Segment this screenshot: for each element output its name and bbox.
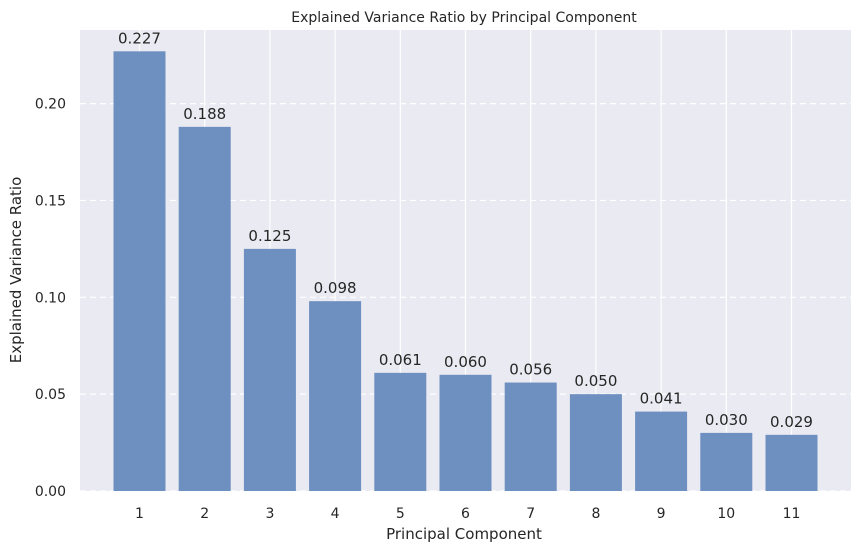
x-tick-label: 11 bbox=[783, 506, 801, 522]
bar-3 bbox=[243, 248, 296, 491]
x-tick-label: 10 bbox=[717, 506, 735, 522]
data-label: 0.188 bbox=[183, 105, 226, 123]
bar-1 bbox=[113, 51, 166, 491]
y-tick-label: 0.10 bbox=[35, 290, 66, 306]
bar-7 bbox=[504, 382, 557, 491]
data-label: 0.029 bbox=[770, 413, 813, 431]
data-label: 0.030 bbox=[705, 411, 748, 429]
bar-2 bbox=[178, 126, 231, 491]
x-tick-label: 5 bbox=[396, 506, 405, 522]
bar-9 bbox=[635, 411, 688, 491]
data-label: 0.227 bbox=[118, 29, 161, 47]
bars bbox=[113, 51, 818, 491]
bar-10 bbox=[700, 432, 753, 491]
data-label: 0.125 bbox=[248, 227, 291, 245]
x-tick-label: 4 bbox=[331, 506, 340, 522]
y-tick-labels: 0.00 0.05 0.10 0.15 0.20 bbox=[35, 97, 66, 500]
bar-4 bbox=[309, 301, 362, 491]
data-label: 0.060 bbox=[444, 353, 487, 371]
x-tick-label: 3 bbox=[265, 506, 274, 522]
x-tick-label: 1 bbox=[135, 506, 144, 522]
x-tick-label: 8 bbox=[591, 506, 600, 522]
data-label: 0.041 bbox=[640, 390, 683, 408]
bar-11 bbox=[765, 434, 818, 491]
x-tick-labels: 1 2 3 4 5 6 7 8 9 10 11 bbox=[135, 506, 800, 522]
x-tick-label: 2 bbox=[200, 506, 209, 522]
x-tick-label: 9 bbox=[657, 506, 666, 522]
y-tick-label: 0.05 bbox=[35, 387, 66, 403]
data-label: 0.056 bbox=[509, 361, 552, 379]
chart-title: Explained Variance Ratio by Principal Co… bbox=[291, 10, 637, 26]
y-axis-label: Explained Variance Ratio bbox=[7, 177, 25, 364]
data-label: 0.050 bbox=[574, 372, 617, 390]
data-labels: 0.227 0.188 0.125 0.098 0.061 0.060 0.056 0.050… bbox=[118, 29, 813, 431]
y-tick-label: 0.15 bbox=[35, 193, 66, 209]
x-tick-label: 6 bbox=[461, 506, 470, 522]
bar-8 bbox=[569, 394, 622, 491]
x-axis-label: Principal Component bbox=[386, 525, 542, 543]
data-label: 0.098 bbox=[314, 279, 357, 297]
bar-6 bbox=[439, 374, 492, 491]
y-tick-label: 0.20 bbox=[35, 97, 66, 113]
x-tick-label: 7 bbox=[526, 506, 535, 522]
bar-5 bbox=[374, 372, 427, 491]
data-label: 0.061 bbox=[379, 351, 422, 369]
y-tick-label: 0.00 bbox=[35, 484, 66, 500]
